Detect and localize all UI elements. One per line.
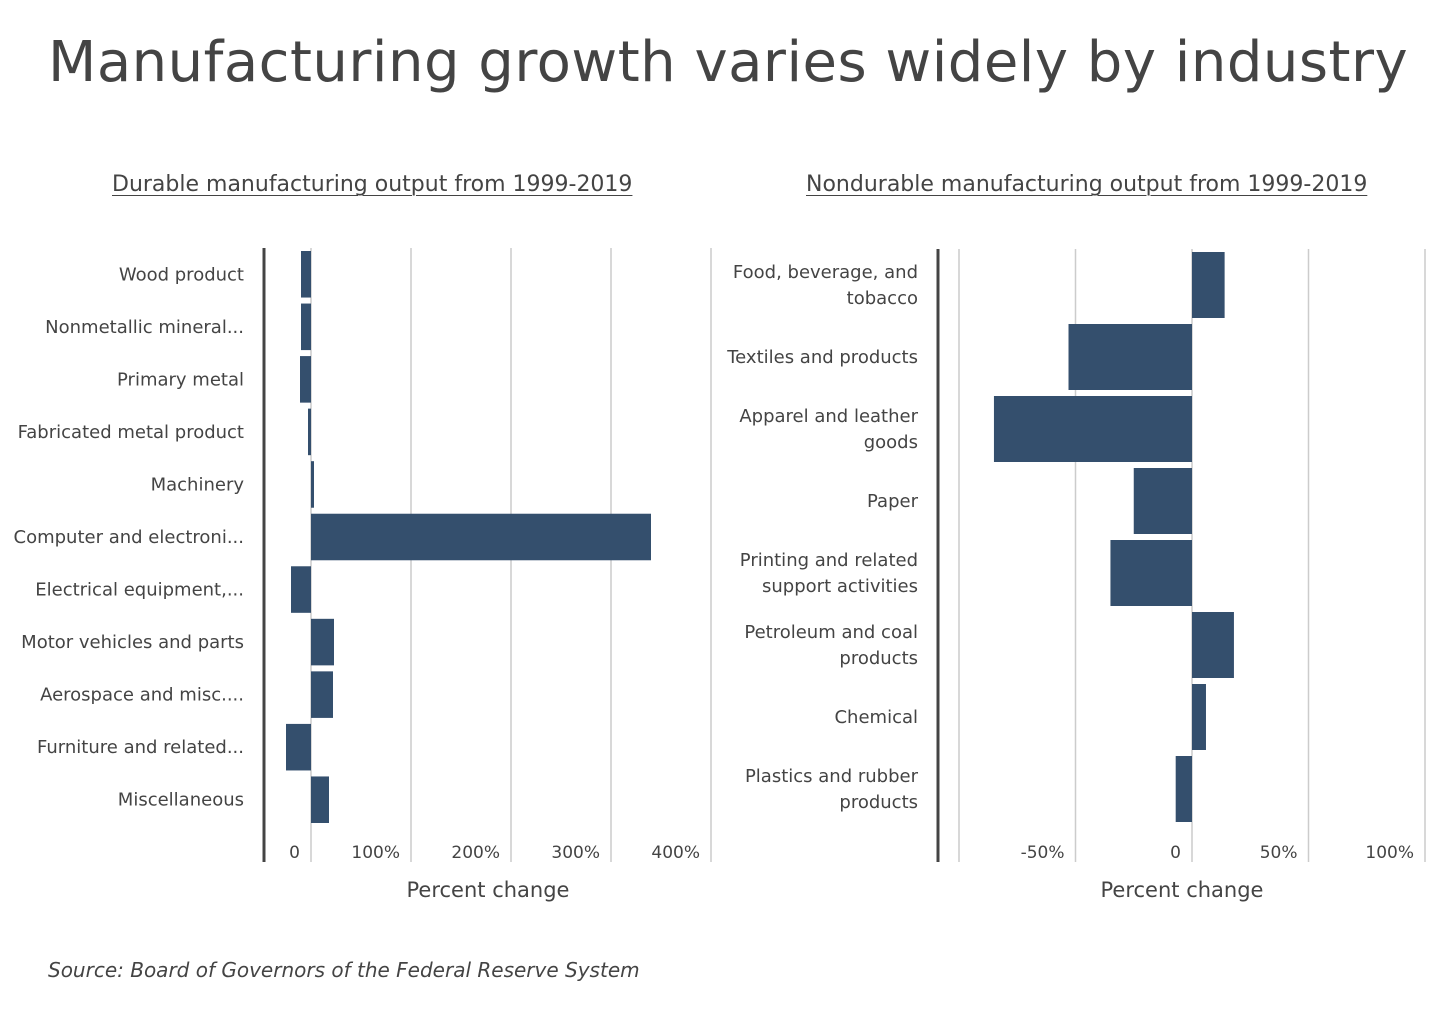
nondurable-chart-title: Nondurable manufacturing output from 199…: [806, 172, 1368, 197]
category-label-line: products: [839, 792, 918, 813]
bar: [301, 303, 311, 351]
x-tick-label: -50%: [1021, 843, 1065, 863]
x-tick-label: 400%: [651, 843, 700, 863]
category-label: Chemical: [834, 707, 918, 728]
category-label-line: products: [839, 648, 918, 669]
category-label: Plastics and rubber products: [745, 766, 919, 813]
x-tick-label: 100%: [351, 843, 400, 863]
page-title: Manufacturing growth varies widely by in…: [48, 30, 1409, 95]
bar: [1192, 684, 1206, 750]
category-label-line: Machinery: [151, 474, 245, 495]
category-label-line: Primary metal: [117, 369, 244, 390]
category-label-line: Textiles and products: [726, 347, 918, 368]
category-label: Miscellaneous: [118, 790, 244, 811]
category-label-line: support activities: [762, 576, 918, 597]
category-label: Nonmetallic mineral...: [45, 317, 244, 338]
category-label: Paper: [867, 491, 919, 512]
category-label-line: Fabricated metal product: [18, 422, 244, 443]
bar: [311, 618, 334, 666]
category-label: Computer and electroni...: [14, 527, 244, 548]
category-label-line: Chemical: [834, 707, 918, 728]
bar: [286, 723, 311, 771]
bar: [308, 408, 311, 456]
x-tick-label: 50%: [1260, 843, 1298, 863]
source-note: Source: Board of Governors of the Federa…: [48, 958, 640, 982]
x-axis-label: Percent change: [407, 878, 570, 902]
bar: [1175, 756, 1192, 822]
durable-chart-title: Durable manufacturing output from 1999-2…: [112, 172, 633, 197]
x-tick-label: 0: [1170, 843, 1181, 863]
category-label-line: Motor vehicles and parts: [21, 632, 244, 653]
category-label-line: tobacco: [847, 288, 918, 309]
x-tick-label: 200%: [451, 843, 500, 863]
x-tick-label: 100%: [1365, 843, 1414, 863]
category-label: Furniture and related...: [37, 737, 244, 758]
category-label-line: Aerospace and misc....: [40, 685, 244, 706]
category-label: Electrical equipment,...: [35, 580, 244, 601]
bar: [311, 513, 651, 561]
bar: [291, 566, 311, 613]
category-label-line: Furniture and related...: [37, 737, 244, 758]
bar: [311, 671, 333, 718]
x-axis-label: Percent change: [1101, 878, 1264, 902]
category-label-line: Wood product: [119, 264, 244, 285]
bar: [1192, 252, 1225, 318]
category-label-line: Petroleum and coal: [744, 622, 918, 643]
category-label: Fabricated metal product: [18, 422, 244, 443]
category-label: Primary metal: [117, 369, 244, 390]
category-label: Wood product: [119, 264, 244, 285]
bar: [301, 251, 311, 298]
category-label: Textiles and products: [726, 347, 918, 368]
category-label-line: goods: [864, 432, 918, 453]
category-label-line: Nonmetallic mineral...: [45, 317, 244, 338]
bar: [1068, 324, 1192, 390]
category-label-line: Miscellaneous: [118, 790, 244, 811]
category-label-line: Food, beverage, and: [733, 262, 918, 283]
bar: [1110, 540, 1192, 606]
category-label-line: Paper: [867, 491, 919, 512]
category-label-line: Plastics and rubber: [745, 766, 919, 787]
category-label-line: Printing and related: [740, 550, 918, 571]
bar: [993, 396, 1192, 462]
category-label: Machinery: [151, 474, 245, 495]
category-label: Aerospace and misc....: [40, 685, 244, 706]
category-label: Motor vehicles and parts: [21, 632, 244, 653]
bar: [300, 356, 311, 403]
category-label-line: Computer and electroni...: [14, 527, 244, 548]
category-label: Apparel and leather goods: [739, 406, 918, 453]
category-label-line: Apparel and leather: [739, 406, 918, 427]
category-label: Petroleum and coal products: [744, 622, 918, 669]
bar: [311, 776, 329, 823]
x-tick-label: 0: [289, 843, 300, 863]
category-label: Printing and related support activities: [740, 550, 918, 597]
category-label-line: Electrical equipment,...: [35, 580, 244, 601]
bar: [311, 461, 314, 508]
bar: [1133, 468, 1192, 534]
x-tick-label: 300%: [551, 843, 600, 863]
bar: [1192, 612, 1234, 678]
category-label: Food, beverage, and tobacco: [733, 262, 918, 309]
